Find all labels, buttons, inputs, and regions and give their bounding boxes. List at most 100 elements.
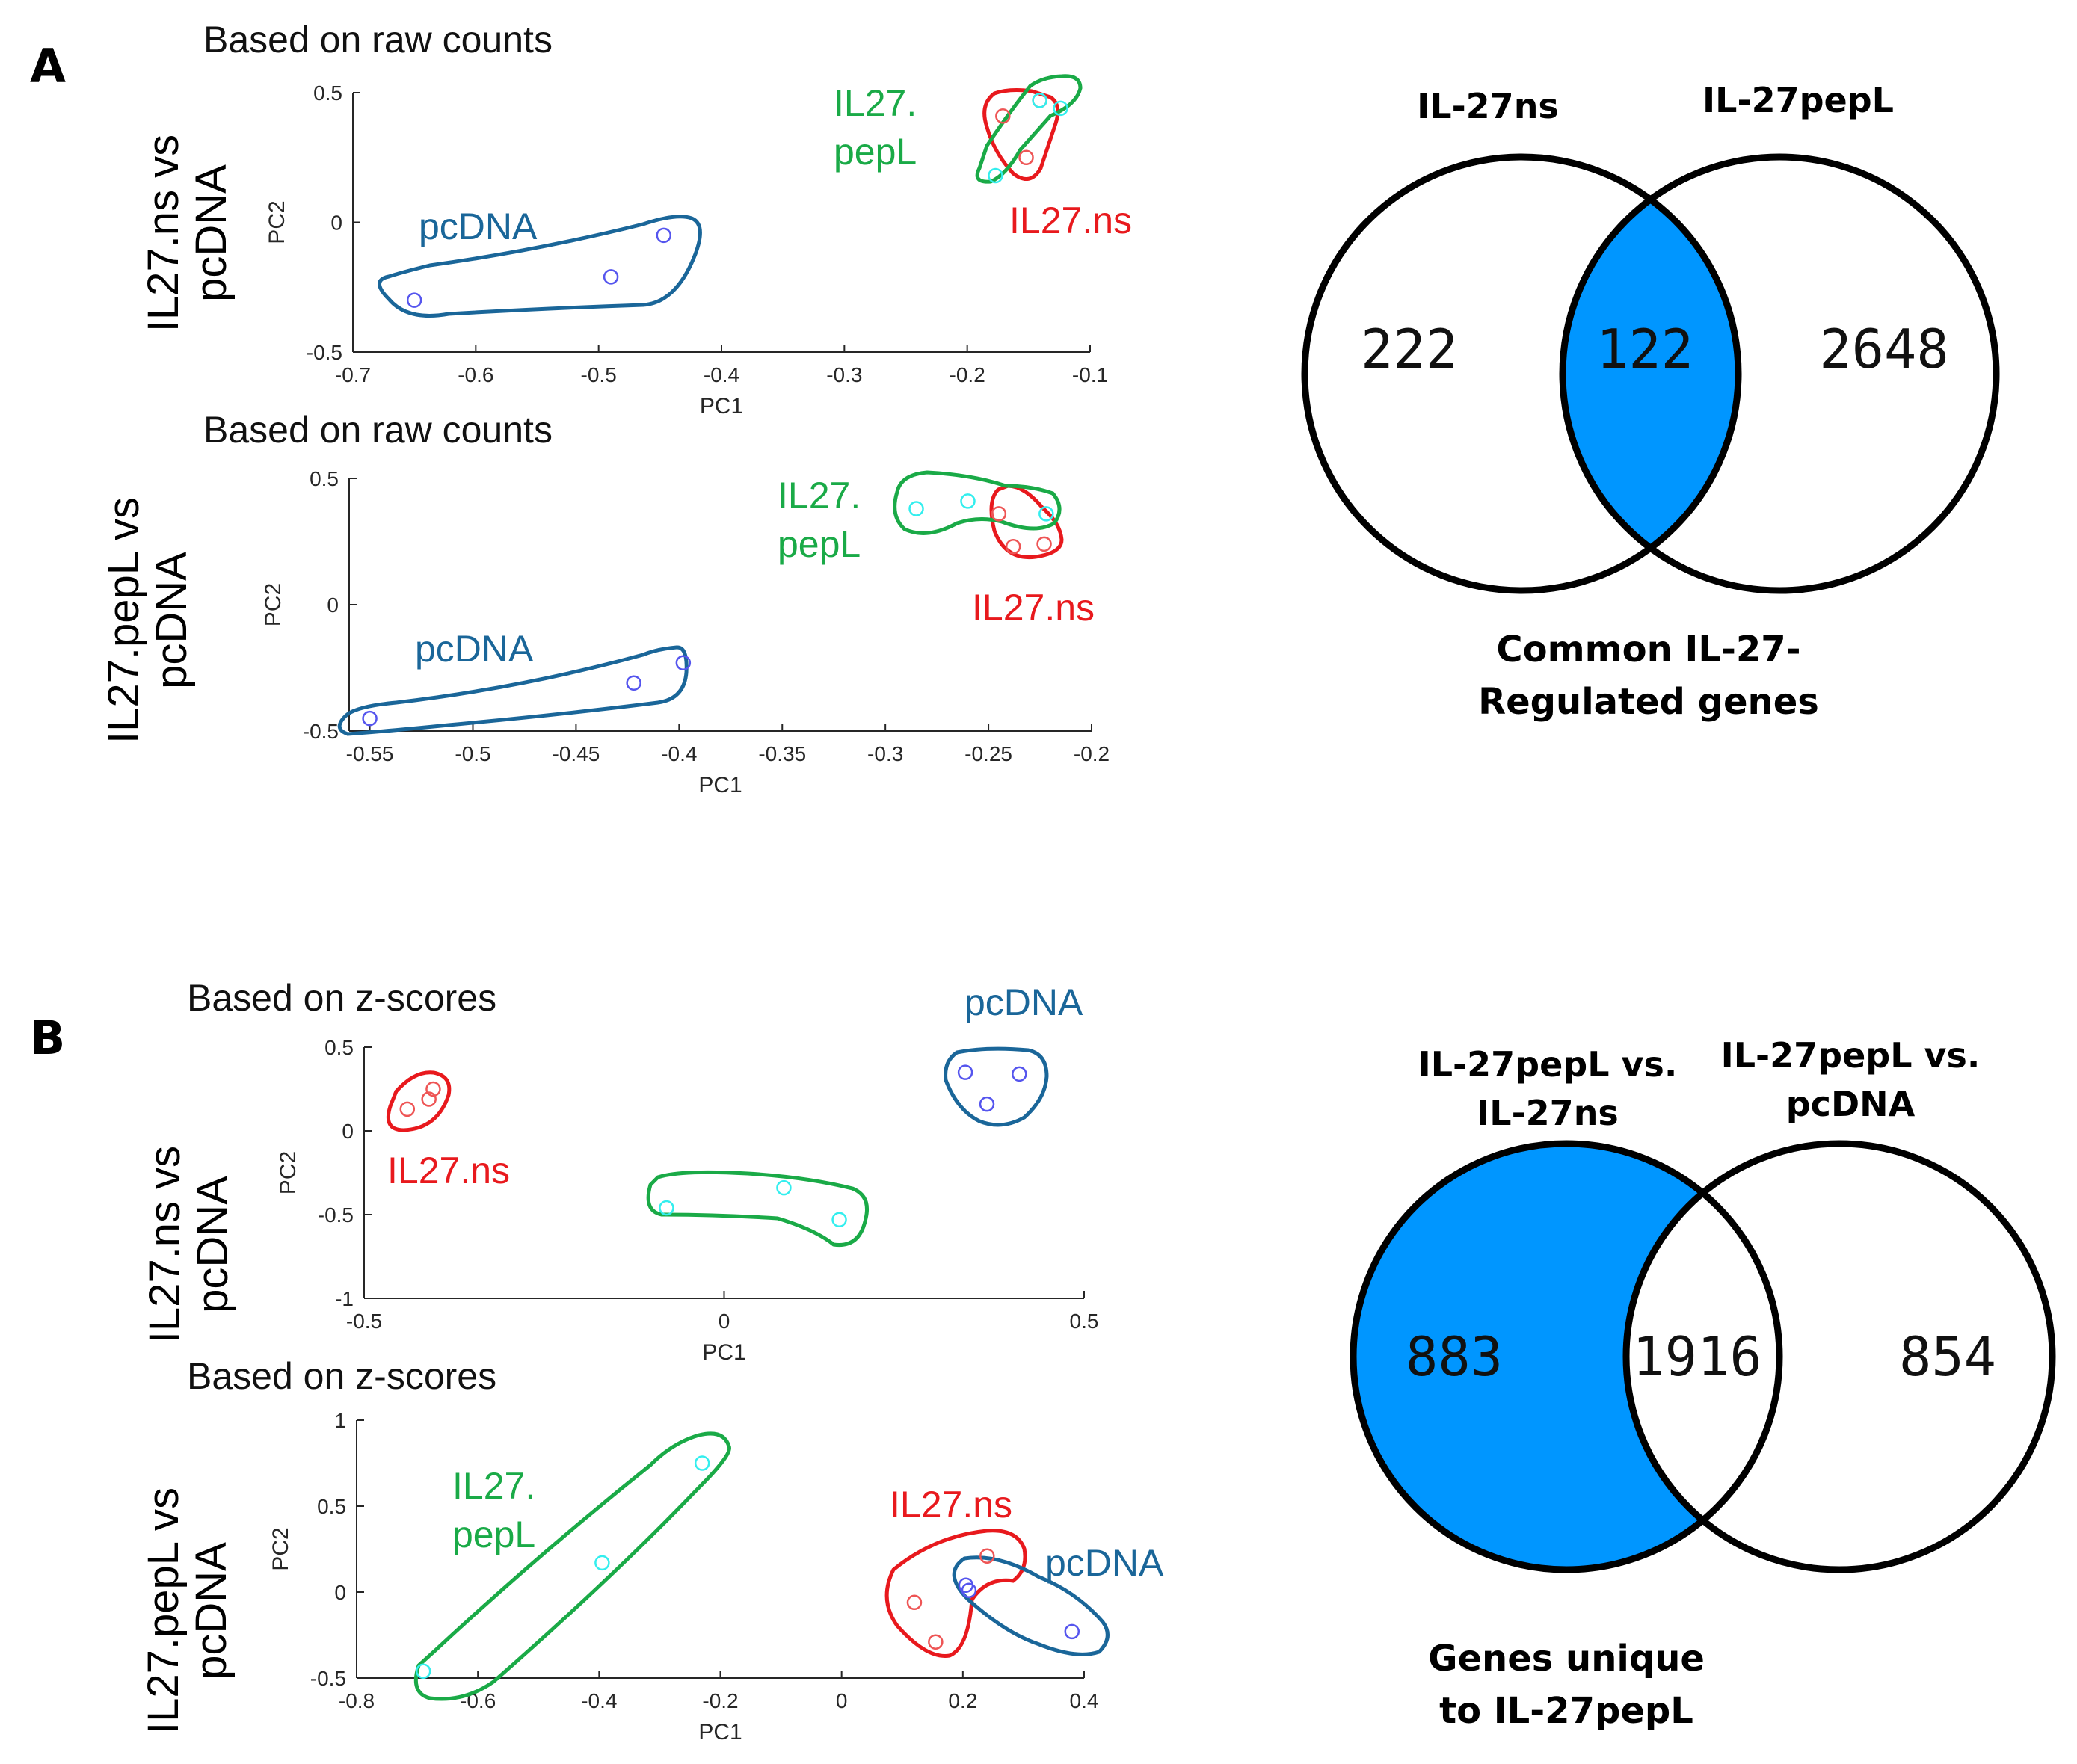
y-axis-label: PC2 xyxy=(276,1151,301,1194)
group-label-pcdna: pcDNA xyxy=(415,628,534,670)
venn-caption-line-1: Common IL-27- xyxy=(1496,629,1800,670)
cluster-outline-ns xyxy=(982,88,1060,181)
row-label-line-1: IL27.ns vs xyxy=(139,135,188,332)
x-tick-label: -0.2 xyxy=(702,1689,738,1712)
y-axis-label: PC2 xyxy=(265,200,289,244)
x-axis-label: PC1 xyxy=(700,394,743,419)
y-tick-label: 0 xyxy=(342,1120,354,1143)
x-tick-label: -0.6 xyxy=(460,1689,496,1712)
cluster-outline-pcdna xyxy=(337,645,689,736)
venn-diagram-b: IL-27pepL vs. IL-27ns IL-27pepL vs. pcDN… xyxy=(1350,1035,2056,1732)
venn-left-label-line-2: IL-27ns xyxy=(1477,1093,1619,1133)
group-label-ns: IL27.ns xyxy=(1009,200,1132,241)
cluster-outline-pepl xyxy=(893,470,1062,535)
cluster-outline-pcdna xyxy=(952,1555,1110,1656)
panel-label-b: B xyxy=(30,1011,65,1065)
axes: -0.55 -0.5 -0.45 -0.4 -0.35 -0.3 -0.25 -0.2 -0.5… xyxy=(261,467,1110,798)
x-tick-label: -0.35 xyxy=(758,742,806,765)
y-tick-label: 0.5 xyxy=(313,81,342,105)
venn-overlap-count: 1916 xyxy=(1632,1325,1761,1388)
venn-left-circle xyxy=(1301,153,1742,594)
y-tick-label: 0.5 xyxy=(317,1495,346,1518)
panel-label-a: A xyxy=(30,39,66,93)
x-tick-label: -0.6 xyxy=(458,363,493,386)
y-tick-label: -1 xyxy=(335,1287,354,1310)
x-tick-label: -0.3 xyxy=(826,363,862,386)
cluster-outlines xyxy=(337,470,1064,736)
venn-right-circle xyxy=(1559,153,2000,594)
venn-caption-line-1: Genes unique xyxy=(1428,1638,1705,1680)
axes: -0.7 -0.6 -0.5 -0.4 -0.3 -0.2 -0.1 -0.5 0 0.5 PC1 P… xyxy=(265,81,1108,419)
group-label-pepl-line-2: pepL xyxy=(452,1514,535,1555)
x-tick-label: -0.8 xyxy=(339,1689,375,1712)
group-label-pepl-line-2: pepL xyxy=(778,523,861,565)
venn-left-count: 222 xyxy=(1361,318,1458,380)
row-label-line-2: pcDNA xyxy=(188,1176,237,1313)
data-point-ns xyxy=(1005,539,1021,555)
pca-plot-b1: Based on z-scores IL27.ns vs pcDNA -0.5 0… xyxy=(141,977,1098,1365)
row-label-line-1: IL27.pepL vs xyxy=(99,497,148,744)
group-label-pcdna: pcDNA xyxy=(1045,1542,1164,1584)
x-tick-label: -0.3 xyxy=(867,742,903,765)
data-point-pcdna xyxy=(675,655,692,670)
data-point-ns xyxy=(995,108,1011,124)
x-tick-label: -0.45 xyxy=(553,742,600,765)
data-point-pepl xyxy=(960,493,976,509)
group-label-pcdna: pcDNA xyxy=(419,206,538,247)
data-point-pcdna xyxy=(1012,1066,1027,1082)
cluster-outline-pepl xyxy=(646,1170,869,1248)
y-tick-label: -0.5 xyxy=(303,720,339,743)
data-points xyxy=(362,493,1054,727)
row-label-line-2: pcDNA xyxy=(147,552,196,689)
data-point-pcdna xyxy=(1064,1623,1080,1640)
data-point-ns xyxy=(906,1594,923,1611)
cluster-outline-pcdna xyxy=(378,215,702,318)
row-label: IL27.ns vs pcDNA xyxy=(141,1146,237,1343)
pca-plot-a1: Based on raw counts IL27.ns vs pcDNA -0.… xyxy=(139,19,1132,419)
row-label-line-2: pcDNA xyxy=(187,164,236,302)
group-labels: pcDNA IL27.ns IL27. pepL xyxy=(419,82,1132,247)
venn-overlap-region xyxy=(1563,157,1738,590)
data-point-ns xyxy=(1018,149,1034,165)
pca-plot-a2: Based on raw counts IL27.pepL vs pcDNA -… xyxy=(99,409,1110,798)
x-tick-label: -0.4 xyxy=(661,742,697,765)
x-tick-label: -0.25 xyxy=(964,742,1012,765)
chart-title: Based on raw counts xyxy=(203,409,553,451)
venn-left-label: IL-27ns xyxy=(1417,86,1559,126)
x-axis-label: PC1 xyxy=(702,1340,745,1365)
x-tick-label: -0.5 xyxy=(581,363,617,386)
axes: -0.8 -0.6 -0.4 -0.2 0 0.2 0.4 -0.5 0 0.5 1 PC1 PC2 xyxy=(268,1409,1098,1745)
cluster-outline-ns xyxy=(989,484,1064,560)
chart-title: Based on z-scores xyxy=(187,977,496,1019)
row-label-line-1: IL27.pepL vs xyxy=(139,1487,188,1734)
cluster-outline-ns xyxy=(386,1070,452,1132)
venn-right-circle xyxy=(1622,1140,2056,1573)
data-points xyxy=(415,1455,1080,1680)
data-point-ns xyxy=(979,1548,995,1564)
pca-plot-b2: Based on z-scores IL27.pepL vs pcDNA -0.… xyxy=(139,1355,1164,1745)
data-point-ns xyxy=(421,1091,437,1107)
data-point-pcdna xyxy=(603,269,619,285)
x-tick-label: -0.2 xyxy=(1074,742,1110,765)
x-tick-label: -0.1 xyxy=(1072,363,1108,386)
data-point-pcdna xyxy=(961,1582,977,1598)
venn-left-circle xyxy=(1350,1140,1783,1573)
y-tick-label: -0.5 xyxy=(310,1667,346,1690)
data-point-pepl xyxy=(908,501,924,516)
venn-caption-line-2: Regulated genes xyxy=(1478,681,1819,723)
x-tick-label: -0.4 xyxy=(704,363,739,386)
venn-diagram-a: IL-27ns IL-27pepL 222 122 2648 Common IL… xyxy=(1301,80,2000,723)
row-label-line-2: pcDNA xyxy=(187,1542,236,1680)
data-point-pcdna xyxy=(957,1064,973,1080)
x-tick-label: -0.2 xyxy=(950,363,985,386)
venn-left-label-line-1: IL-27pepL vs. xyxy=(1418,1044,1678,1085)
cluster-outline-ns xyxy=(884,1529,1027,1658)
y-axis-label: PC2 xyxy=(268,1527,293,1570)
x-axis-label: PC1 xyxy=(698,1720,742,1745)
x-tick-label: -0.5 xyxy=(346,1310,382,1333)
y-axis-label: PC2 xyxy=(261,583,286,626)
group-label-ns: IL27.ns xyxy=(387,1150,510,1191)
data-point-ns xyxy=(991,506,1007,522)
x-tick-label: 0.4 xyxy=(1070,1689,1099,1712)
